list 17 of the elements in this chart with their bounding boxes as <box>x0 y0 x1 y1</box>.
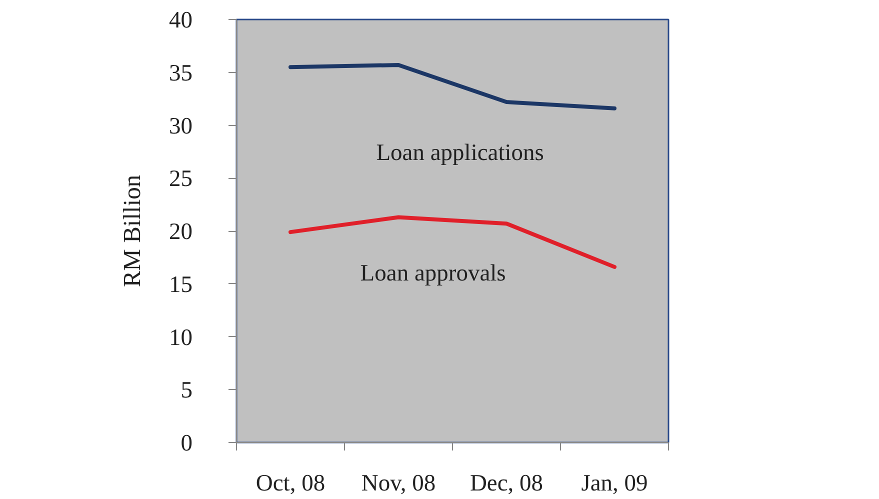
y-tick-label: 30 <box>169 113 192 140</box>
series-label: Loan applications <box>376 140 544 166</box>
y-axis-title: RM Billion <box>119 174 146 288</box>
y-tick-label: 20 <box>169 219 192 245</box>
y-tick-label: 10 <box>169 324 192 351</box>
x-tick-label: Jan, 09 <box>581 470 648 496</box>
x-tick-label: Nov, 08 <box>361 470 436 496</box>
line-series <box>288 62 616 110</box>
y-tick-label: 15 <box>169 272 192 298</box>
y-tick-label: 5 <box>180 378 192 404</box>
series-label: Loan approvals <box>360 260 506 286</box>
x-tick-label: Oct, 08 <box>256 470 326 496</box>
y-tick-label: 25 <box>169 166 192 192</box>
y-tick-label: 0 <box>180 430 192 456</box>
y-tick-label: 35 <box>169 60 192 86</box>
x-tick-label: Dec, 08 <box>470 470 544 496</box>
y-tick-label: 40 <box>169 8 192 34</box>
